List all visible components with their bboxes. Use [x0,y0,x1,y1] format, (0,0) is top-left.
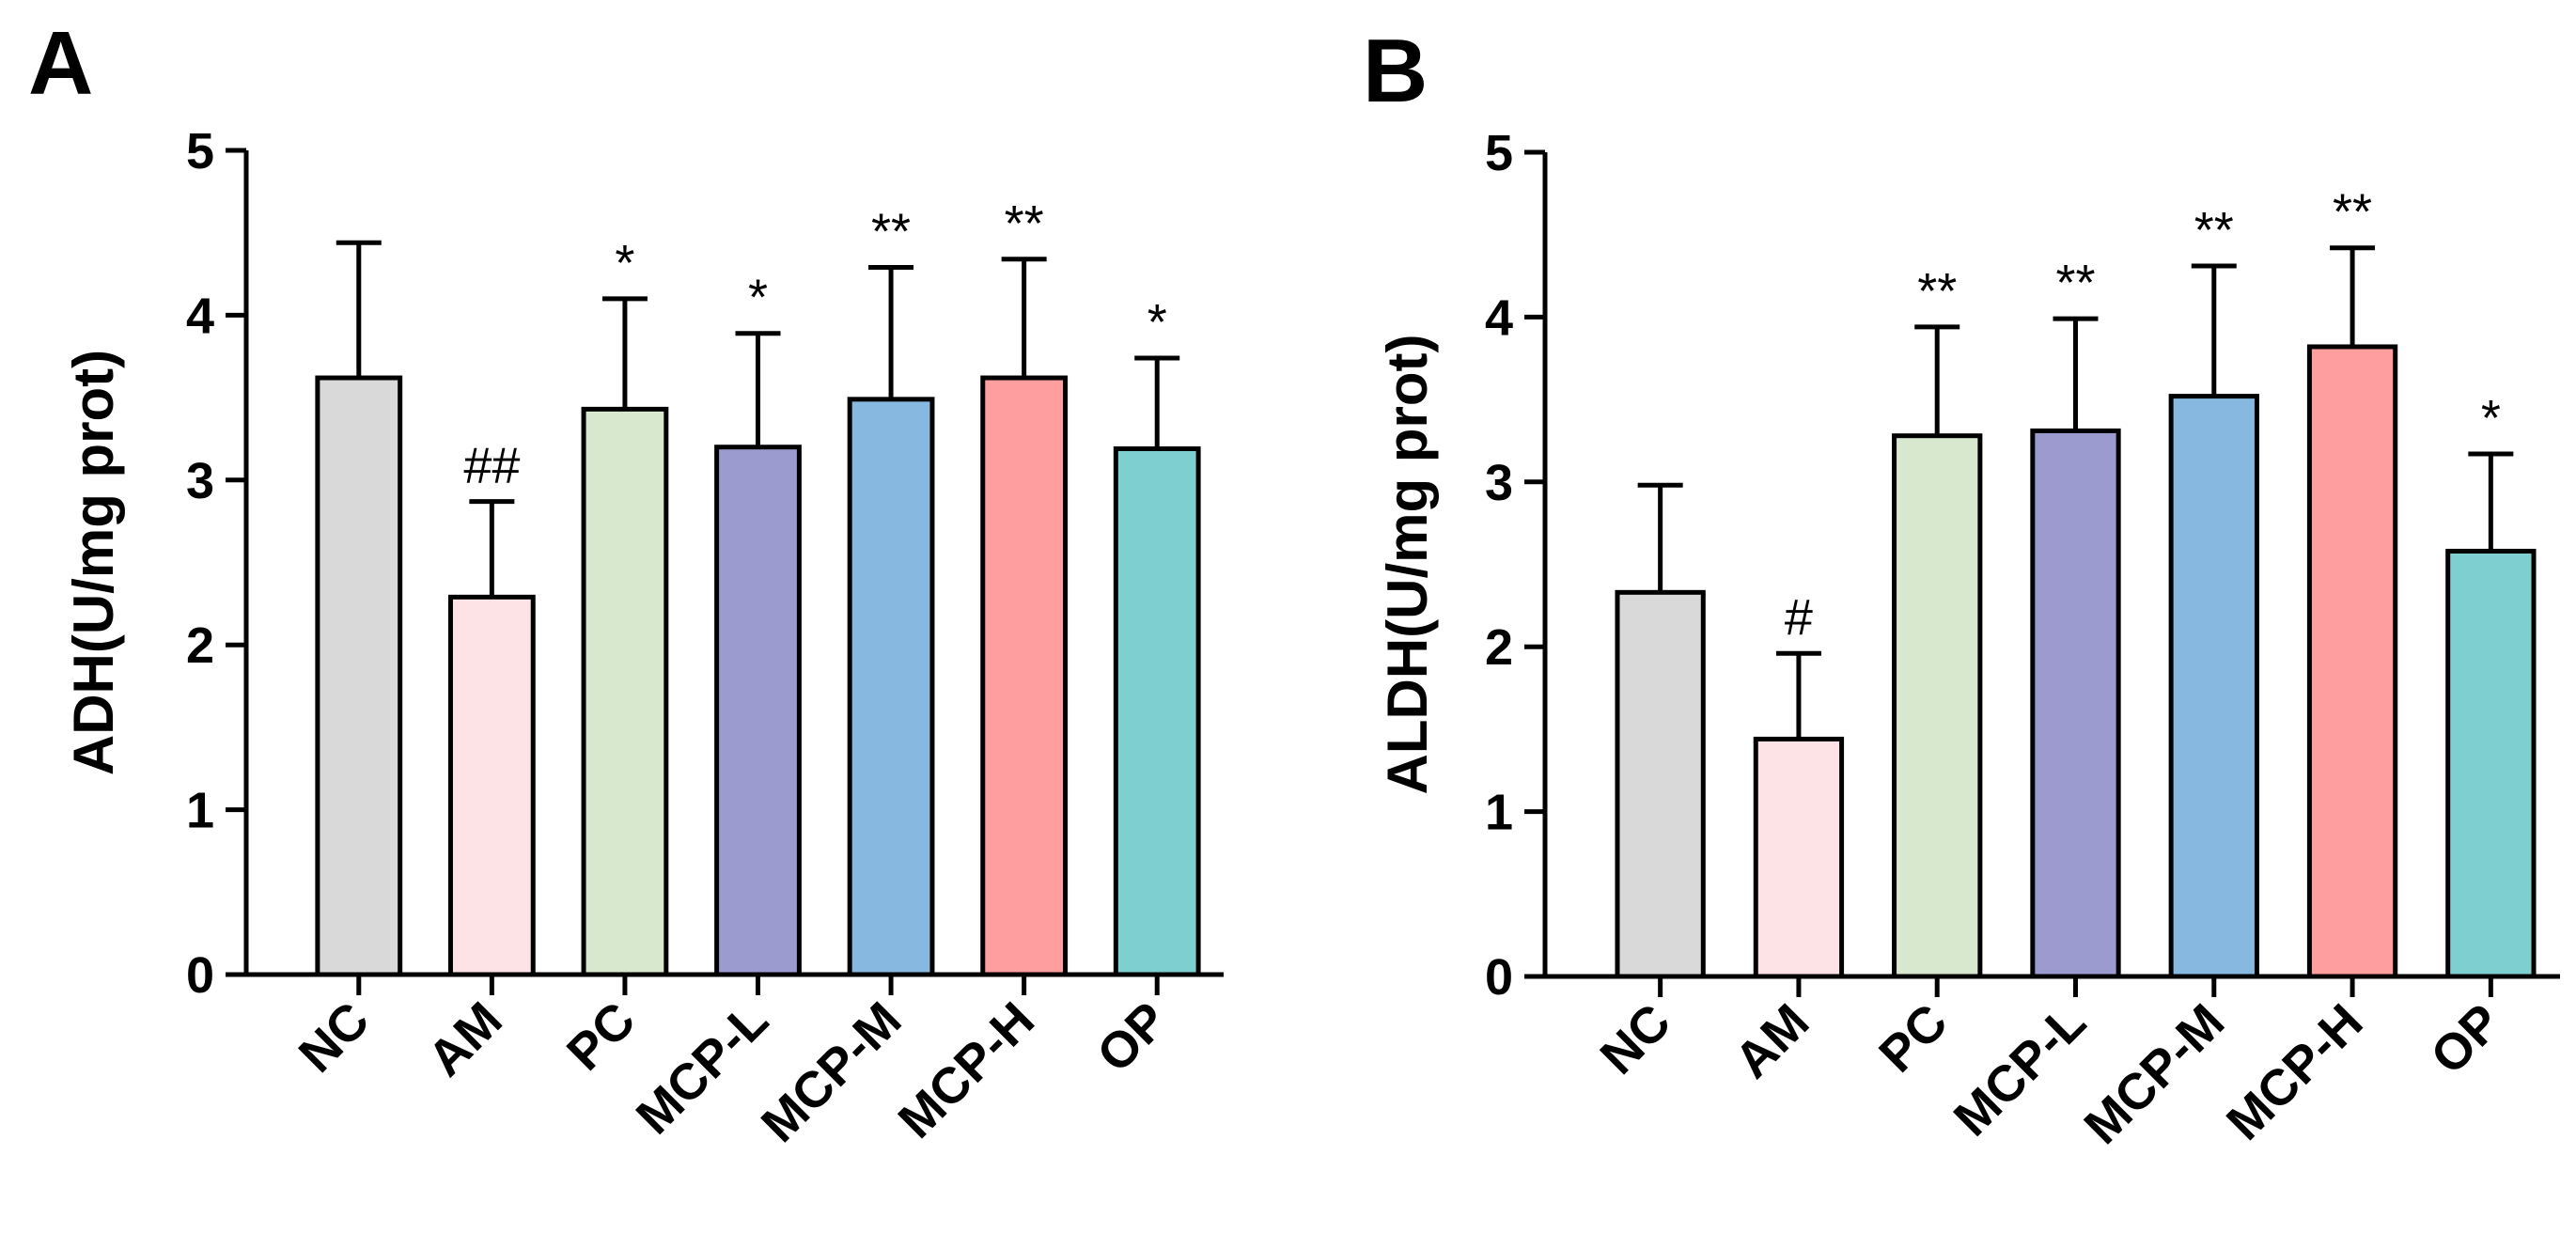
y-tick-label: 1 [1485,785,1513,841]
y-axis-label: ALDH(U/mg prot) [1376,335,1439,795]
x-tick-label: AM [1725,993,1820,1089]
bar-mcp-l [2030,428,2121,979]
y-tick-label: 0 [186,947,214,1004]
y-tick-label: 2 [186,617,214,674]
significance-label: * [748,270,768,326]
bar-nc [1615,589,1706,979]
bar-mcp-m [847,397,935,977]
significance-label: ** [871,204,911,260]
significance-label: # [1785,589,1813,646]
y-tick-label: 3 [186,453,214,509]
x-tick-label: MCP-L [626,991,779,1145]
x-tick-label: OP [2420,993,2512,1085]
x-tick-label: MCP-L [1944,993,2097,1147]
bar-am [1753,736,1845,979]
x-tick-label: PC [556,991,646,1081]
y-tick-label: 0 [1485,949,1513,1006]
y-tick-label: 4 [1485,289,1513,346]
y-tick-label: 5 [1485,125,1513,181]
x-tick-label: MCP-M [751,991,913,1153]
x-tick-label: OP [1086,991,1179,1084]
y-tick-label: 3 [1485,455,1513,511]
significance-label: ** [1005,195,1044,252]
x-tick-label: MCP-H [888,991,1046,1149]
x-tick-label: MCP-M [2073,993,2235,1155]
significance-label: ** [2055,255,2095,311]
bar-op [2445,548,2537,979]
x-tick-label: AM [417,991,513,1087]
y-axis-label: ADH(U/mg prot) [62,350,125,775]
x-tick-label: PC [1868,993,1958,1083]
bar-am [447,594,536,977]
significance-label: ** [1917,263,1957,320]
bar-mcp-m [2168,394,2259,979]
bar-mcp-h [2306,344,2398,979]
chart-panel-a: A 0 1 2 3 4 5 ADH(U/mg prot) NC AM ## PC * MCP-L * MCP-… [28,13,1224,1153]
bar-pc [1892,433,1983,979]
y-tick-label: 2 [1485,619,1513,676]
bar-mcp-l [714,445,802,977]
x-tick-label: NC [1590,993,1682,1085]
bar-nc [315,375,403,977]
significance-label: ** [2333,184,2372,241]
significance-label: ## [463,438,520,494]
significance-label: * [1147,294,1167,351]
bar-mcp-h [980,375,1069,977]
panel-letter: A [28,13,93,114]
x-tick-label: MCP-H [2216,993,2374,1151]
bar-pc [581,406,669,977]
significance-label: * [615,235,634,291]
bar-op [1113,445,1201,977]
y-tick-label: 1 [186,783,214,839]
significance-label: ** [2194,202,2234,258]
chart-panel-b: B 0 1 2 3 4 5 ALDH(U/mg prot) NC AM # PC ** MCP-L ** MC… [1363,21,2560,1155]
y-tick-label: 4 [186,288,214,344]
y-tick-label: 5 [186,123,214,179]
significance-label: * [2481,390,2501,446]
x-tick-label: NC [289,991,381,1084]
panel-letter: B [1363,21,1428,121]
